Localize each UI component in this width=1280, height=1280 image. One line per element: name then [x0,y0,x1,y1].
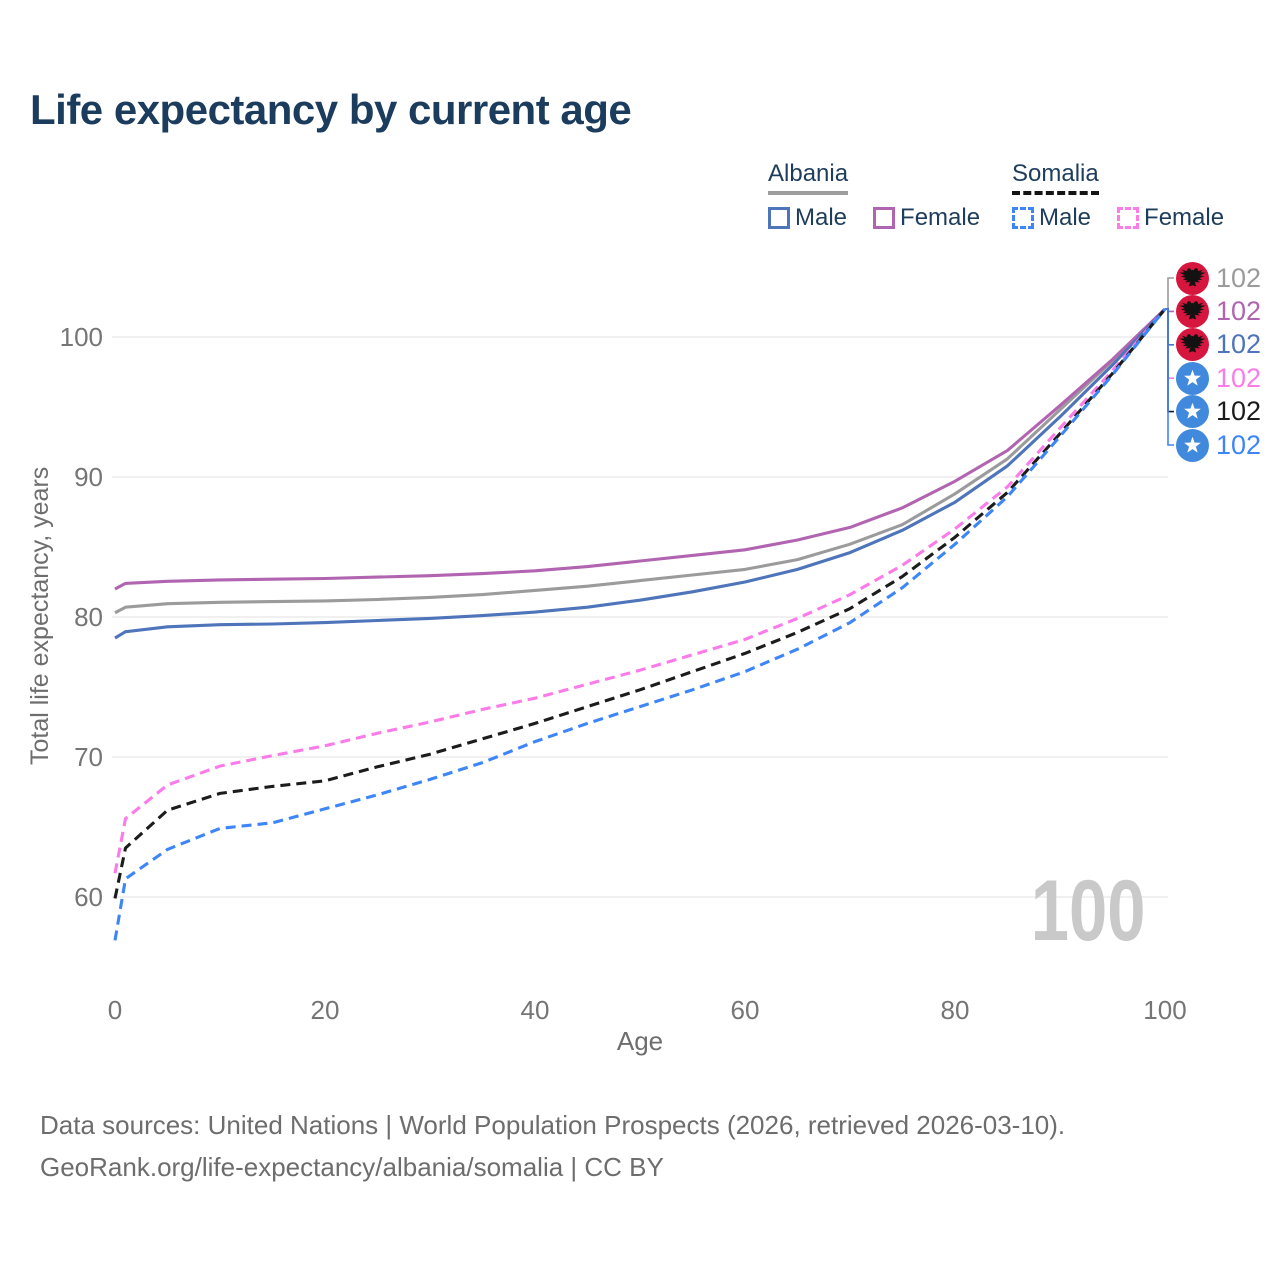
somalia-flag-icon [1176,361,1209,395]
end-value-label: 102 [1216,329,1262,360]
legend-label: Female [1144,204,1225,231]
series-line-somalia-average[interactable] [113,308,1167,899]
end-value-label: 102 [1216,295,1262,326]
end-badge-somalia-female: 102 [1176,361,1262,395]
x-tick-label-0: 0 [107,995,123,1025]
series-line-albania-average[interactable] [114,307,1167,615]
legend-item-albania-female[interactable]: Female [873,204,980,232]
end-value-label: 102 [1216,429,1262,460]
y-tick-label-70: 70 [74,742,103,772]
age-counter-watermark: 100 [1030,863,1145,959]
end-badge-albania-female: 102 [1176,294,1262,328]
legend-label: Male [1039,204,1092,231]
end-value-label: 102 [1216,396,1262,427]
leader-line-5 [1165,308,1174,446]
leader-line-2 [1165,308,1174,346]
y-tick-label-60: 60 [74,882,103,912]
somalia-male-swatch-icon [1012,207,1034,229]
legend-group-albania: Albania Male Female [768,160,980,232]
legend-label: Female [900,204,981,231]
x-tick-label-20: 20 [310,995,340,1025]
albania-male-swatch-icon [768,207,790,229]
end-value-label: 102 [1216,262,1262,293]
footer: Data sources: United Nations | World Pop… [40,1104,1065,1188]
x-tick-label-60: 60 [730,995,760,1025]
somalia-flag-icon [1176,428,1209,462]
x-axis-title: Age [616,1026,664,1056]
albania-flag-icon [1176,328,1209,362]
albania-female-swatch-icon [873,207,896,229]
somalia-female-swatch-icon [1117,207,1140,229]
x-tick-label-80: 80 [940,995,970,1025]
albania-flag-icon [1176,294,1209,328]
series-line-somalia-male[interactable] [113,308,1167,941]
y-tick-label-100: 100 [59,322,103,352]
legend-header-somalia[interactable]: Somalia [1012,160,1099,195]
end-badge-somalia-male: 102 [1176,428,1262,462]
end-badge-somalia-average: 102 [1176,395,1262,429]
x-tick-label-100: 100 [1143,995,1187,1025]
x-tick-label-40: 40 [520,995,550,1025]
end-value-label: 102 [1216,362,1262,393]
legend-group-somalia: Somalia Male Female [1012,160,1224,232]
legend-item-somalia-female[interactable]: Female [1117,204,1224,232]
data-sources-line: Data sources: United Nations | World Pop… [40,1110,1066,1140]
y-tick-label-80: 80 [74,602,103,632]
legend-item-albania-male[interactable]: Male [768,204,847,232]
series-line-albania-male[interactable] [114,307,1167,640]
page-title: Life expectancy by current age [30,86,632,133]
legend-header-albania[interactable]: Albania [768,160,849,195]
y-tick-label-90: 90 [74,462,103,492]
legend-label: Male [795,204,848,231]
leader-line-3 [1165,308,1174,379]
attribution-line: GeoRank.org/life-expectancy/albania/soma… [40,1152,664,1182]
albania-flag-icon [1176,261,1209,295]
series-line-somalia-female[interactable] [113,307,1167,874]
end-badge-albania-male: 102 [1176,328,1262,362]
leader-line-4 [1165,308,1174,413]
end-badge-albania-average: 102 [1176,261,1262,295]
legend-item-somalia-male[interactable]: Male [1012,204,1091,232]
leader-line-0 [1165,277,1174,310]
series-line-albania-female[interactable] [114,307,1167,591]
somalia-flag-icon [1176,395,1209,429]
